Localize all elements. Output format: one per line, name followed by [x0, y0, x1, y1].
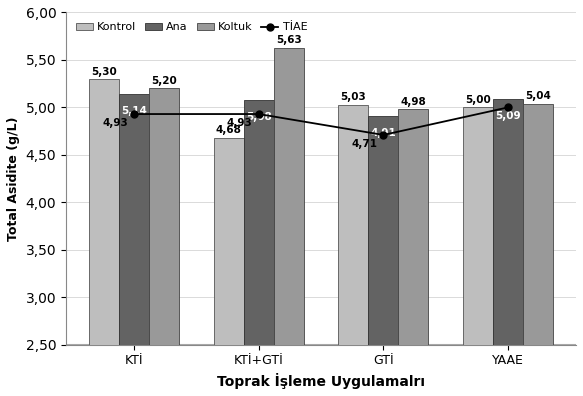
Text: 5,20: 5,20 [151, 76, 177, 86]
X-axis label: Toprak İşleme Uygulamalrı: Toprak İşleme Uygulamalrı [217, 373, 425, 389]
Legend: Kontrol, Ana, Koltuk, TİAE: Kontrol, Ana, Koltuk, TİAE [72, 18, 312, 37]
Text: 4,93: 4,93 [102, 118, 128, 128]
Bar [493, 99, 523, 396]
Text: 4,71: 4,71 [351, 139, 377, 149]
Text: 5,03: 5,03 [340, 92, 366, 102]
Bar [149, 88, 179, 396]
Bar [244, 100, 273, 396]
Text: 5,30: 5,30 [92, 67, 117, 76]
Text: 4,93: 4,93 [227, 118, 252, 128]
Bar [523, 104, 553, 396]
Bar [368, 116, 398, 396]
Y-axis label: Total Asidite (g/L): Total Asidite (g/L) [7, 116, 20, 241]
Text: 5,04: 5,04 [525, 91, 551, 101]
Bar [273, 48, 304, 396]
Bar [398, 109, 429, 396]
Text: 4,98: 4,98 [401, 97, 426, 107]
Text: 5,00: 5,00 [465, 95, 491, 105]
Bar [463, 107, 493, 396]
Text: 5,08: 5,08 [246, 112, 272, 122]
Text: 4,91: 4,91 [370, 128, 396, 138]
Bar [119, 94, 149, 396]
Text: 4,68: 4,68 [216, 126, 242, 135]
Text: 5,63: 5,63 [276, 35, 301, 45]
Bar [214, 138, 244, 396]
Bar [339, 105, 368, 396]
Text: 5,14: 5,14 [121, 107, 147, 116]
Text: 5,09: 5,09 [495, 111, 521, 121]
Bar [89, 79, 119, 396]
